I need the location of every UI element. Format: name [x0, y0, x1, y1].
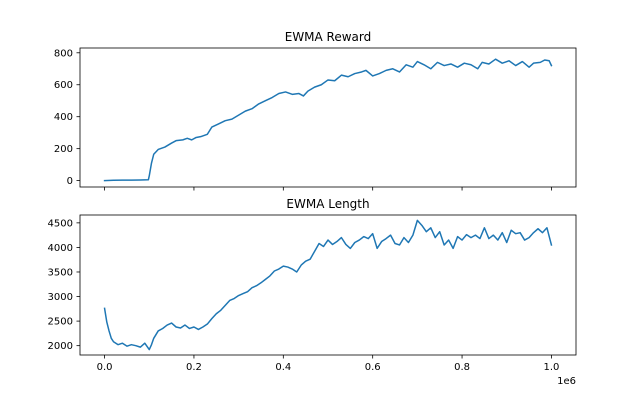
reward-ytick-label: 400: [54, 112, 73, 123]
length-axes-frame: [79, 214, 577, 356]
reward-ytick-label: 200: [54, 144, 73, 155]
reward-series-line-0: [103, 58, 553, 182]
reward-ytick-label: 600: [54, 80, 73, 91]
length-ytick-label: 2000: [48, 341, 73, 352]
reward-ytick-label: 800: [54, 48, 73, 59]
length-xtick-label: 1.0: [543, 362, 559, 373]
length-xtick-label: 0.0: [97, 362, 113, 373]
reward-ytick-label: 0: [67, 176, 73, 187]
length-xtick-label: 0.8: [454, 362, 470, 373]
length-xtick-label: 0.6: [365, 362, 381, 373]
reward-axes-frame: [79, 47, 577, 188]
reward-chart-title: EWMA Reward: [285, 30, 372, 44]
length-ytick-label: 4500: [48, 218, 73, 229]
length-chart-title: EWMA Length: [286, 197, 369, 211]
length-ytick-label: 2500: [48, 317, 73, 328]
length-xtick-label: 0.2: [186, 362, 202, 373]
length-xtick-label: 0.4: [275, 362, 291, 373]
length-series-line-0: [103, 219, 553, 351]
length-ytick-label: 4000: [48, 243, 73, 254]
length-ytick-label: 3000: [48, 292, 73, 303]
length-x-scale-label: 1e6: [557, 376, 576, 387]
length-ytick-label: 3500: [48, 267, 73, 278]
